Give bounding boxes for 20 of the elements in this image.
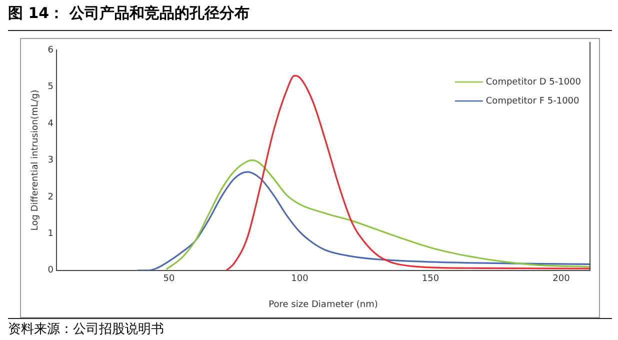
y-tick-label: 6: [48, 45, 54, 56]
line-series: [226, 74, 590, 270]
legend-label: Competitor D 5-1000: [486, 77, 582, 88]
y-tick-label: 1: [48, 229, 54, 240]
y-tick-label: 3: [48, 156, 54, 166]
x-tick-label: 100: [291, 274, 309, 284]
line-series: [136, 171, 590, 270]
x-tick-label: 50: [163, 274, 175, 284]
y-tick-label: 0: [48, 266, 54, 276]
y-axis-title: Log Differential intrusion(mL/g): [30, 90, 41, 231]
y-tick-label: 5: [48, 82, 54, 92]
x-tick-label: 150: [422, 274, 440, 284]
text: 资料来源：公司招股说明书: [8, 321, 164, 338]
x-axis-title: Pore size Diameter (nm): [268, 300, 378, 310]
chart-title: 图 14： 公司产品和竞品的孔径分布: [8, 4, 250, 23]
y-tick-label: 2: [48, 192, 54, 202]
x-tick-label: 200: [552, 274, 570, 284]
line-series: [166, 159, 590, 270]
legend-label: Competitor F 5-1000: [486, 96, 580, 106]
y-tick-label: 4: [48, 118, 54, 129]
